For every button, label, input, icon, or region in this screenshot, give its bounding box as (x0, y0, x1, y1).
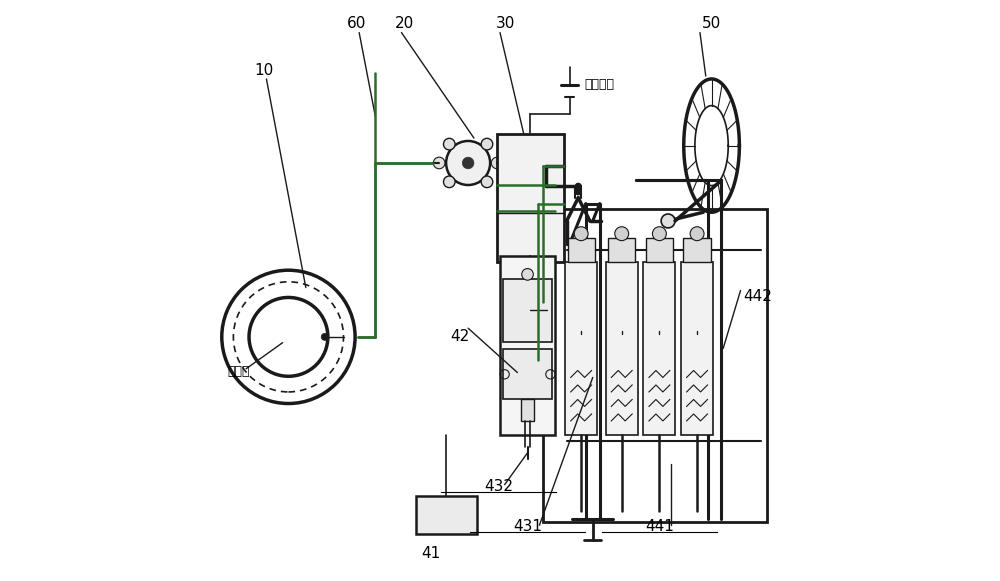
Circle shape (690, 227, 704, 241)
Bar (646, 238, 673, 261)
Text: 442: 442 (743, 289, 772, 304)
Circle shape (615, 227, 629, 241)
Text: 41: 41 (421, 546, 440, 561)
Bar (497, 134, 564, 261)
Text: 432: 432 (484, 479, 513, 494)
Text: 431: 431 (513, 519, 542, 535)
Bar (565, 261, 597, 435)
Text: 止血带: 止血带 (228, 365, 250, 378)
Bar (503, 279, 552, 342)
Text: 10: 10 (254, 63, 273, 78)
Circle shape (433, 157, 445, 169)
Circle shape (446, 141, 490, 185)
Bar (416, 496, 477, 534)
Circle shape (522, 268, 533, 280)
Bar (503, 349, 552, 400)
Circle shape (481, 138, 493, 150)
Circle shape (462, 157, 474, 169)
Bar (643, 261, 675, 435)
Circle shape (661, 214, 675, 228)
Text: 直流电源: 直流电源 (584, 78, 614, 91)
Bar (568, 238, 595, 261)
Text: 50: 50 (702, 16, 721, 31)
Circle shape (443, 176, 455, 188)
Bar (606, 261, 638, 435)
Text: 20: 20 (395, 16, 414, 31)
Circle shape (481, 176, 493, 188)
Text: 42: 42 (450, 329, 469, 345)
Circle shape (652, 227, 666, 241)
Bar (683, 238, 711, 261)
Bar (608, 238, 635, 261)
Circle shape (321, 333, 328, 340)
Circle shape (491, 157, 503, 169)
Text: 441: 441 (645, 519, 674, 535)
Circle shape (574, 227, 588, 241)
Bar (681, 261, 713, 435)
Text: 30: 30 (496, 16, 515, 31)
Circle shape (443, 138, 455, 150)
Bar (500, 256, 555, 435)
Bar (543, 209, 767, 522)
Bar (521, 400, 534, 421)
Text: 60: 60 (347, 16, 366, 31)
